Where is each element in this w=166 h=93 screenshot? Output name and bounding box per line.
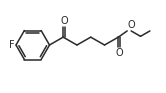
Text: O: O (128, 20, 135, 30)
Text: F: F (9, 40, 15, 50)
Text: O: O (116, 48, 123, 58)
Text: O: O (60, 16, 68, 26)
